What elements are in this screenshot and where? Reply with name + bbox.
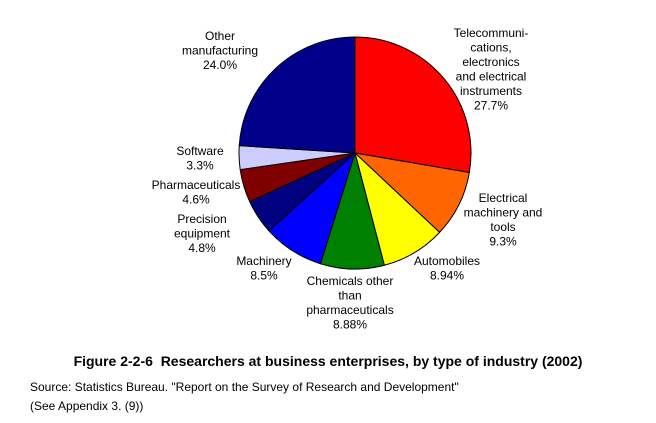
slice-label-line: instruments <box>460 84 522 98</box>
slice-label: Electrical machinery and tools 9.3% <box>464 191 543 249</box>
slice-label-line: equipment <box>174 227 231 241</box>
slice-label-line: Chemicals other <box>307 274 394 288</box>
slice-label: Telecommuni-cations, electronics and elect… <box>454 26 529 113</box>
slice-label: Pharmaceuticals 4.6% <box>152 178 241 207</box>
slice-label-line: 27.7% <box>474 99 508 113</box>
source-citation: Source: Statistics Bureau. "Report on th… <box>30 380 459 394</box>
pie-slices <box>238 36 472 270</box>
figure-title: Figure 2-2-6 Researchers at business ent… <box>73 353 583 369</box>
pie-slice <box>354 36 472 174</box>
slice-label-line: Machinery <box>236 254 291 268</box>
slice-label-line: Other <box>205 29 235 43</box>
slice-label: Chemicals other than pharmaceuticals 8.88% <box>306 274 393 332</box>
slice-label: Other manufacturing 24.0% <box>182 29 258 72</box>
slice-label-line: 24.0% <box>203 58 237 72</box>
slice-label-line: Automobiles <box>414 254 480 268</box>
slice-label-line: Software <box>176 144 224 158</box>
slice-label-line: 4.6% <box>182 193 210 207</box>
appendix-reference: (See Appendix 3. (9)) <box>30 399 144 413</box>
slice-label-line: 8.94% <box>430 269 464 283</box>
slice-label: Precision equipment 4.8% <box>174 212 231 255</box>
slice-label: Machinery 8.5% <box>236 254 291 283</box>
pie-slice <box>238 36 356 154</box>
slice-label-line: Pharmaceuticals <box>152 178 241 192</box>
slice-label-line: 4.8% <box>188 241 216 255</box>
slice-label-line: manufacturing <box>182 44 258 58</box>
slice-label-line: Electrical <box>479 191 528 205</box>
slice-label-line: 8.5% <box>250 269 278 283</box>
slice-label-line: and electrical <box>456 70 527 84</box>
slice-label-line: machinery and <box>464 206 543 220</box>
slice-label-line: 3.3% <box>186 159 214 173</box>
slice-label-line: electronics <box>462 55 519 69</box>
slice-label: Software 3.3% <box>176 144 224 173</box>
slice-label-line: 8.88% <box>333 318 367 332</box>
slice-label-line: 9.3% <box>489 235 517 249</box>
slice-label-line: pharmaceuticals <box>306 303 393 317</box>
slice-label-line: than <box>338 289 361 303</box>
slice-label-line: Telecommuni- <box>454 26 529 40</box>
slice-label-line: Precision <box>177 212 226 226</box>
slice-label-line: cations, <box>470 41 511 55</box>
slice-label: Automobiles 8.94% <box>414 254 480 283</box>
slice-label-line: tools <box>490 220 515 234</box>
pie-labels: Telecommuni-cations, electronics and elect… <box>152 26 543 332</box>
